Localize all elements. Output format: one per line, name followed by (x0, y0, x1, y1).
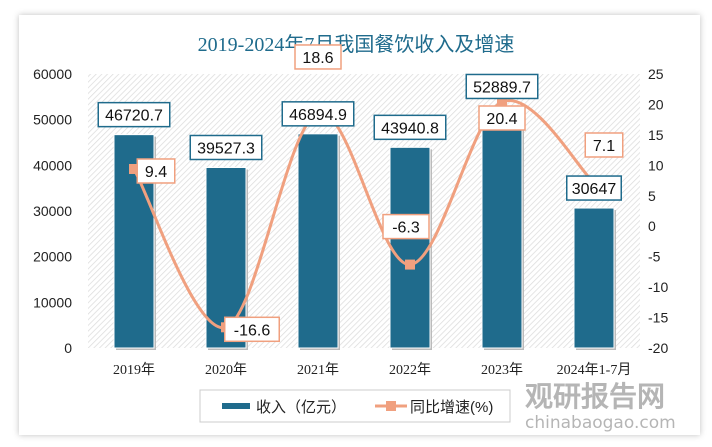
left-axis-tick: 10000 (33, 294, 72, 310)
bar-value-label: 46894.9 (289, 107, 347, 124)
category-label: 2019年 (113, 362, 155, 378)
left-axis-tick: 0 (64, 340, 72, 356)
bar-value-label-box (97, 101, 171, 128)
bar-value-label-box (189, 134, 263, 161)
bar-value-label: 30647 (572, 181, 617, 198)
legend-line-marker (386, 401, 396, 411)
growth-value-label: 9.4 (145, 164, 167, 181)
left-axis-tick: 30000 (33, 203, 72, 219)
bar-value-label-box (373, 114, 447, 141)
growth-marker (129, 163, 139, 174)
category-label: 2020年 (205, 362, 247, 378)
left-axis-tick: 40000 (33, 157, 72, 173)
growth-value-label: 18.6 (302, 50, 333, 67)
plot-area (88, 74, 640, 348)
category-label: 2021年 (297, 362, 339, 378)
growth-value-label-box (136, 158, 176, 184)
right-axis-tick: 20 (648, 96, 664, 112)
right-axis-tick: -15 (648, 310, 668, 326)
right-axis-tick: 5 (648, 188, 656, 204)
right-axis-tick: 15 (648, 127, 664, 143)
growth-value-label-box (478, 105, 526, 131)
watermark-site: chinabaogao.com (525, 413, 676, 433)
right-axis-tick: 25 (648, 66, 664, 82)
growth-value-label: 20.4 (486, 111, 517, 128)
legend-line-label: 同比增速(%) (410, 399, 493, 416)
category-label: 2024年1-7月 (557, 362, 632, 378)
growth-value-label: -6.3 (392, 220, 420, 237)
growth-value-label-box (294, 44, 342, 70)
chart-title: 2019-2024年7月我国餐饮收入及增速 (197, 34, 515, 56)
growth-value-label-box (584, 132, 624, 158)
bar (389, 146, 431, 349)
bar (481, 105, 523, 349)
legend-bar-swatch (222, 403, 250, 409)
category-label: 2023年 (481, 362, 523, 378)
growth-value-label: 7.1 (593, 138, 615, 155)
bar-value-label-box (281, 101, 355, 127)
bar-value-label: 43940.8 (381, 120, 439, 137)
legend-box (199, 389, 511, 423)
right-axis-tick: 0 (648, 218, 656, 234)
bar (297, 133, 339, 349)
right-axis-tick: -5 (648, 249, 661, 265)
bar-value-label-box (566, 175, 622, 201)
bar (573, 207, 615, 349)
right-axis-tick: -20 (648, 340, 668, 356)
growth-value-label-box (224, 316, 280, 343)
left-axis-tick: 20000 (33, 249, 72, 265)
watermark-brand: 观研报告网 (525, 380, 666, 413)
right-axis-tick: -10 (648, 279, 668, 295)
growth-marker (405, 259, 415, 270)
legend-bar-label: 收入（亿元） (256, 399, 346, 416)
category-label: 2022年 (389, 362, 431, 378)
left-axis-tick: 60000 (33, 66, 72, 82)
left-axis-tick: 50000 (33, 112, 72, 128)
growth-value-label-box (382, 213, 430, 240)
right-axis-tick: 10 (648, 157, 664, 173)
bar-value-label: 46720.7 (105, 108, 163, 125)
bar-value-label: 39527.3 (197, 140, 255, 157)
growth-marker (497, 97, 507, 108)
bar-value-label: 52889.7 (473, 79, 531, 96)
growth-value-label: -16.6 (234, 322, 271, 339)
bar-value-label-box (465, 73, 539, 100)
